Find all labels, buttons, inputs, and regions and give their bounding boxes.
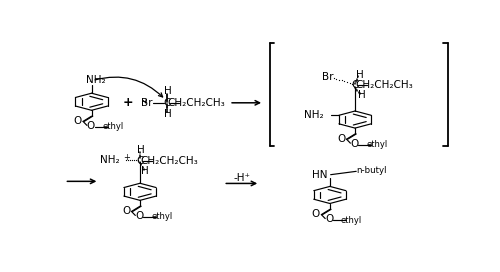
- Text: ethyl: ethyl: [102, 122, 124, 131]
- Text: O: O: [135, 211, 143, 221]
- Text: O: O: [350, 139, 358, 149]
- Text: H: H: [164, 109, 172, 119]
- Text: NH₂: NH₂: [100, 155, 120, 165]
- Text: O: O: [122, 206, 130, 216]
- Text: Br: Br: [322, 72, 334, 82]
- Text: CH₂CH₂CH₃: CH₂CH₂CH₃: [140, 156, 198, 166]
- Text: CH₂CH₂CH₃: CH₂CH₂CH₃: [168, 98, 226, 108]
- Text: HN: HN: [312, 170, 328, 180]
- Text: ethyl: ethyl: [151, 212, 172, 221]
- Text: +: +: [123, 153, 130, 162]
- Text: O: O: [74, 116, 82, 126]
- Text: ethyl: ethyl: [341, 215, 362, 225]
- Text: H: H: [356, 70, 364, 79]
- Text: O: O: [86, 121, 95, 131]
- Text: Br: Br: [141, 98, 152, 108]
- Text: H: H: [136, 145, 144, 155]
- Text: H: H: [141, 166, 149, 176]
- Text: NH₂: NH₂: [304, 110, 324, 120]
- Text: CH₂CH₂CH₃: CH₂CH₂CH₃: [356, 81, 414, 90]
- Text: H: H: [358, 90, 366, 100]
- Text: n-butyl: n-butyl: [356, 166, 387, 175]
- Text: C: C: [136, 156, 143, 166]
- Text: O: O: [337, 134, 345, 144]
- Text: O: O: [325, 214, 333, 224]
- Text: ··: ··: [86, 78, 91, 87]
- Text: -H⁺: -H⁺: [233, 173, 250, 183]
- Text: ethyl: ethyl: [366, 140, 388, 149]
- Text: H: H: [164, 86, 172, 96]
- Text: C: C: [352, 81, 359, 90]
- Text: NH₂: NH₂: [86, 75, 106, 85]
- Text: +: +: [123, 96, 134, 109]
- Text: O: O: [312, 209, 320, 220]
- Text: C: C: [164, 98, 171, 108]
